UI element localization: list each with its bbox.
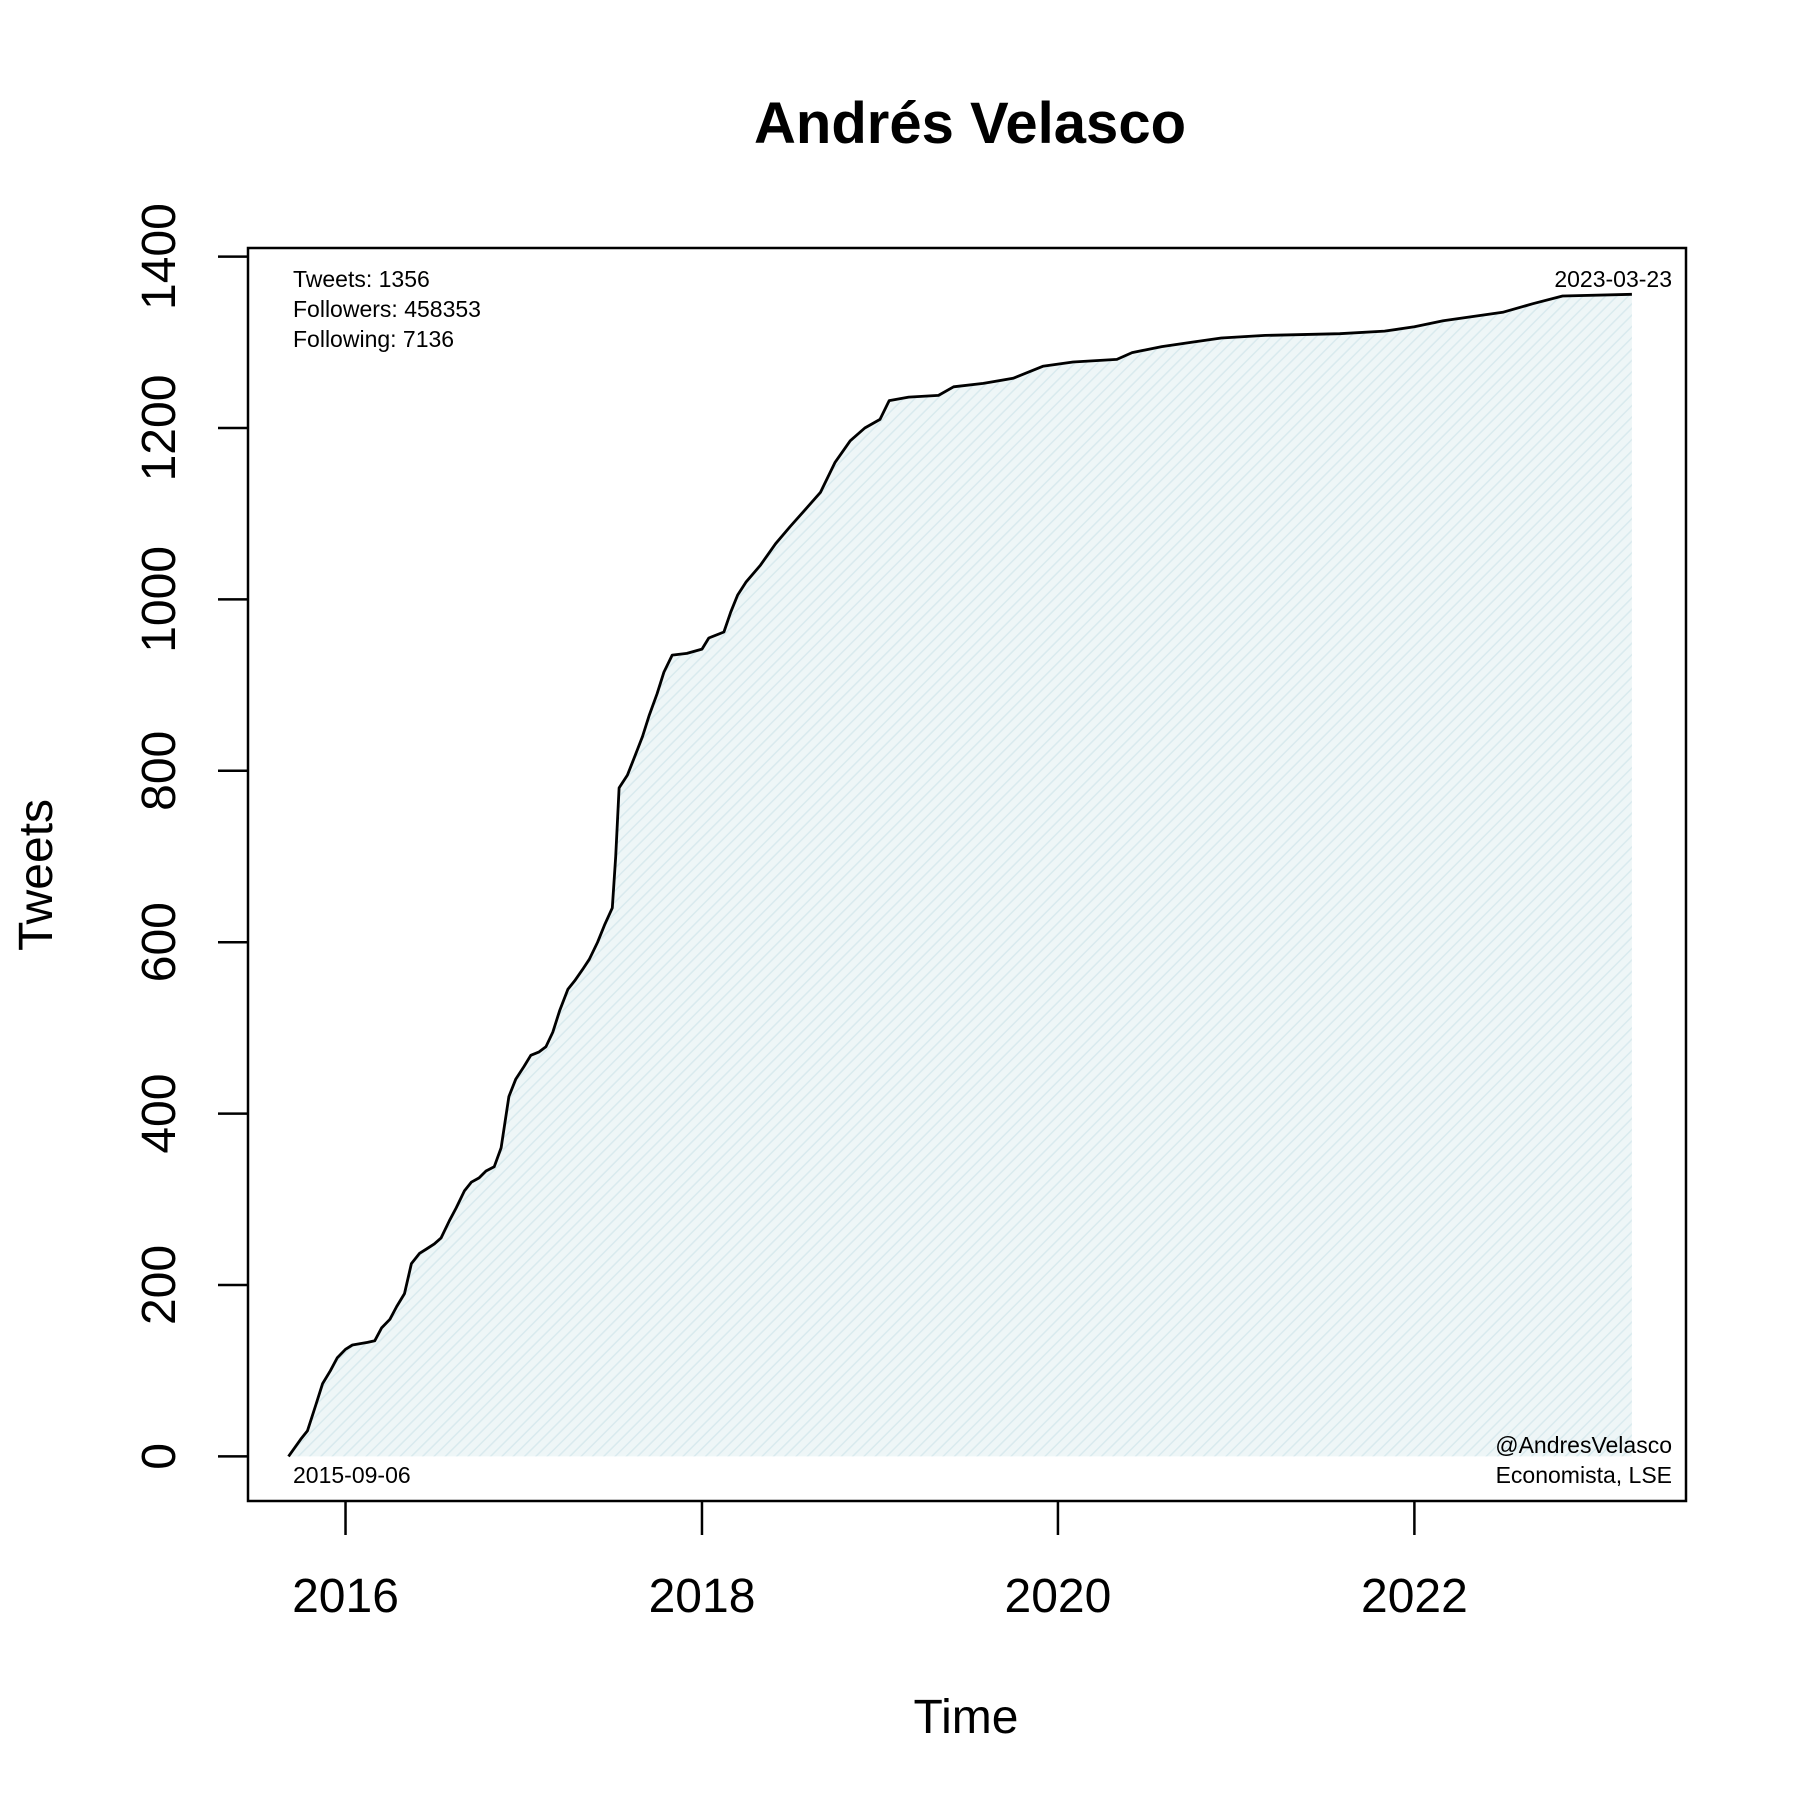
account-bio: Economista, LSE: [1496, 1462, 1672, 1488]
y-tick-label: 800: [133, 731, 186, 811]
following-stat: Following: 7136: [293, 326, 454, 352]
account-handle: @AndresVelasco: [1495, 1432, 1672, 1458]
y-tick-label: 0: [133, 1443, 186, 1470]
y-tick-label: 600: [133, 902, 186, 982]
y-axis-title: Tweets: [10, 799, 63, 951]
y-tick-label: 200: [133, 1245, 186, 1325]
followers-stat: Followers: 458353: [293, 296, 481, 322]
y-tick-label: 1200: [133, 375, 186, 482]
y-tick-label: 1400: [133, 203, 186, 310]
y-axis: 0 200 400 600 800 1000 1200 1400: [133, 203, 248, 1470]
start-date-label: 2015-09-06: [293, 1462, 411, 1488]
chart-title: Andrés Velasco: [754, 91, 1186, 156]
x-tick-label: 2020: [1005, 1570, 1112, 1623]
x-axis-title: Time: [914, 1691, 1019, 1744]
plot-frame: [246, 246, 1688, 1503]
x-tick-label: 2018: [649, 1570, 756, 1623]
y-tick-label: 1000: [133, 546, 186, 653]
x-axis: 2016 2018 2020 2022: [292, 1501, 1468, 1623]
x-tick-label: 2016: [292, 1570, 399, 1623]
x-tick-label: 2022: [1361, 1570, 1468, 1623]
tweets-stat: Tweets: 1356: [293, 266, 430, 292]
cumulative-tweets-line: [287, 292, 1632, 1458]
cumulative-tweets-area: [288, 294, 1632, 1457]
y-tick-label: 400: [133, 1074, 186, 1154]
end-date-label: 2023-03-23: [1554, 266, 1672, 292]
